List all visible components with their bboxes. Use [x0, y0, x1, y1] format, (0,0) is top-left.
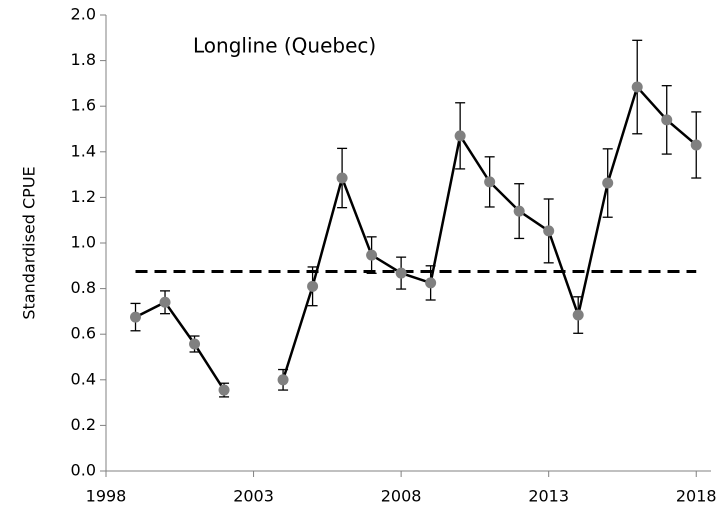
marker	[130, 311, 142, 323]
series-line	[134, 84, 698, 391]
y-tick-label: 1.4	[71, 141, 96, 160]
marker	[395, 267, 407, 279]
marker	[277, 374, 289, 386]
y-tick-label: 0.0	[71, 461, 96, 480]
y-tick-label: 0.8	[71, 278, 96, 297]
marker	[602, 177, 614, 189]
x-tick-label: 1998	[86, 487, 127, 506]
marker	[425, 277, 437, 289]
marker	[454, 130, 466, 142]
marker	[513, 205, 525, 217]
y-tick-label: 1.6	[71, 96, 96, 115]
x-tick-label: 2018	[676, 487, 717, 506]
marker	[159, 296, 171, 308]
marker	[366, 249, 378, 261]
marker	[661, 114, 673, 126]
x-tick-label: 2003	[233, 487, 274, 506]
marker	[307, 280, 319, 292]
marker	[631, 81, 643, 93]
marker	[218, 384, 230, 396]
marker	[543, 225, 555, 237]
x-tick-label: 2013	[528, 487, 569, 506]
y-tick-label: 0.6	[71, 324, 96, 343]
marker	[572, 309, 584, 321]
marker	[336, 172, 348, 184]
marker	[484, 176, 496, 188]
annotation: Longline (Quebec)	[193, 34, 376, 58]
marker	[189, 338, 201, 350]
y-axis-label: Standardised CPUE	[20, 166, 39, 319]
marker	[690, 139, 702, 151]
y-tick-label: 0.2	[71, 415, 96, 434]
y-tick-label: 1.2	[71, 187, 96, 206]
y-tick-label: 2.0	[71, 5, 96, 24]
y-tick-label: 1.0	[71, 233, 96, 252]
y-tick-label: 1.8	[71, 50, 96, 69]
x-tick-label: 2008	[381, 487, 422, 506]
y-tick-label: 0.4	[71, 369, 96, 388]
